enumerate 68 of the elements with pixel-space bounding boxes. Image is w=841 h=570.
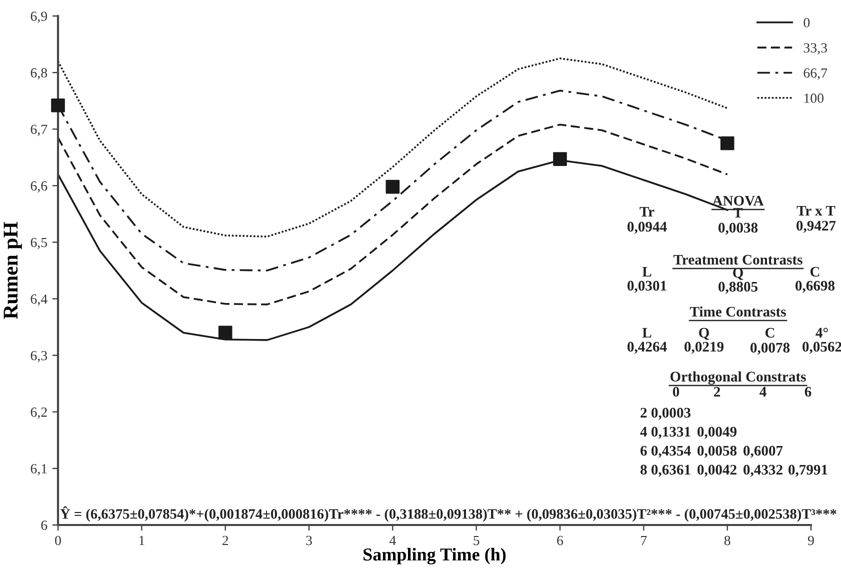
annotation: 6 0,4354	[640, 446, 691, 458]
annotation: 0,9427	[796, 220, 836, 233]
x-axis-title: Sampling Time (h)	[364, 548, 506, 564]
annotation: 0,6007	[744, 446, 783, 458]
annotation: L	[642, 328, 652, 338]
x-tick-label: 0	[55, 536, 61, 546]
y-tick-label: 6,5	[30, 238, 48, 250]
annotation: Q	[699, 328, 710, 340]
annotation: C	[810, 266, 820, 277]
annotation: Treatment Contrasts	[673, 254, 802, 265]
point	[51, 98, 65, 112]
x-tick-label: 3	[306, 536, 312, 546]
legend-label: 100	[804, 94, 824, 103]
annotation: 0,4264	[628, 342, 667, 354]
x-tick-label: 5	[474, 536, 480, 546]
y-tick-label: 6,1	[30, 464, 47, 476]
y-tick-label: 6,2	[30, 408, 47, 419]
annotation: 0,7991	[788, 464, 828, 477]
annotation: Time Contrasts	[690, 306, 786, 317]
x-tick-label: 8	[724, 536, 730, 546]
y-axis-title: Rumen pH	[4, 222, 22, 320]
x-tick-label: 4	[389, 536, 396, 546]
annotation: 0,0301	[628, 280, 666, 293]
y-tick-label: 6,8	[30, 68, 48, 80]
annotation: 0	[672, 386, 680, 397]
y-tick-label: 6,3	[30, 350, 48, 362]
point	[218, 326, 232, 340]
annotation: 2	[714, 386, 720, 397]
annotation: 0,0944	[628, 222, 667, 234]
annotation: 0,0562	[802, 342, 841, 354]
y-tick-label: 6	[41, 520, 48, 530]
annotation: 2 0,0003	[640, 408, 691, 420]
annotation: 4	[760, 386, 766, 397]
annotation: Orthogonal Constrats	[670, 371, 806, 385]
x-tick-label: 9	[808, 536, 814, 546]
y-tick-label: 6,7	[30, 124, 48, 136]
point	[386, 180, 400, 194]
x-tick-label: 2	[222, 536, 228, 546]
annotation: Tr	[640, 206, 654, 217]
annotation: Tr x T	[796, 206, 836, 216]
annotation: 4 0,1331	[640, 426, 690, 439]
x-tick-label: 7	[641, 536, 647, 546]
annotation: C	[765, 328, 774, 338]
annotation: 0,0049	[698, 426, 737, 439]
legend-label: 0	[804, 18, 810, 28]
point	[720, 136, 734, 150]
x-tick-label: 1	[139, 536, 144, 546]
annotation: 6	[804, 386, 812, 397]
point	[553, 152, 567, 166]
annotation: 0,4332	[744, 464, 782, 477]
annotation: Ŷ = (6,6375±0,07854)*+(0,001874±0,000816)Tr**** - (0,3188±0,09138)T** + (0,09836±0,03035)T²*** - (0,00745±0,002538)T³***	[60, 506, 836, 522]
annotation: 8 0,6361	[640, 464, 690, 477]
annotation: 0,0038	[718, 222, 758, 235]
x-tick-label: 6	[557, 536, 564, 546]
annotation: 0,0042	[698, 464, 736, 477]
legend-label: 66,7	[804, 68, 828, 80]
annotation: 0,0219	[684, 342, 724, 354]
annotation: L	[642, 266, 652, 277]
annotation: ANOVA	[712, 196, 764, 206]
annotation: 0,8805	[718, 282, 758, 294]
y-tick-label: 6,6	[30, 181, 48, 193]
annotation: 0,6698	[796, 280, 835, 293]
y-tick-label: 6,4	[30, 294, 48, 306]
legend-label: 33,3	[804, 43, 827, 55]
annotation: 0,0078	[750, 342, 790, 355]
annotation: 0,0058	[698, 446, 737, 458]
text: 4°	[816, 328, 828, 338]
y-tick-label: 6,9	[30, 12, 48, 23]
